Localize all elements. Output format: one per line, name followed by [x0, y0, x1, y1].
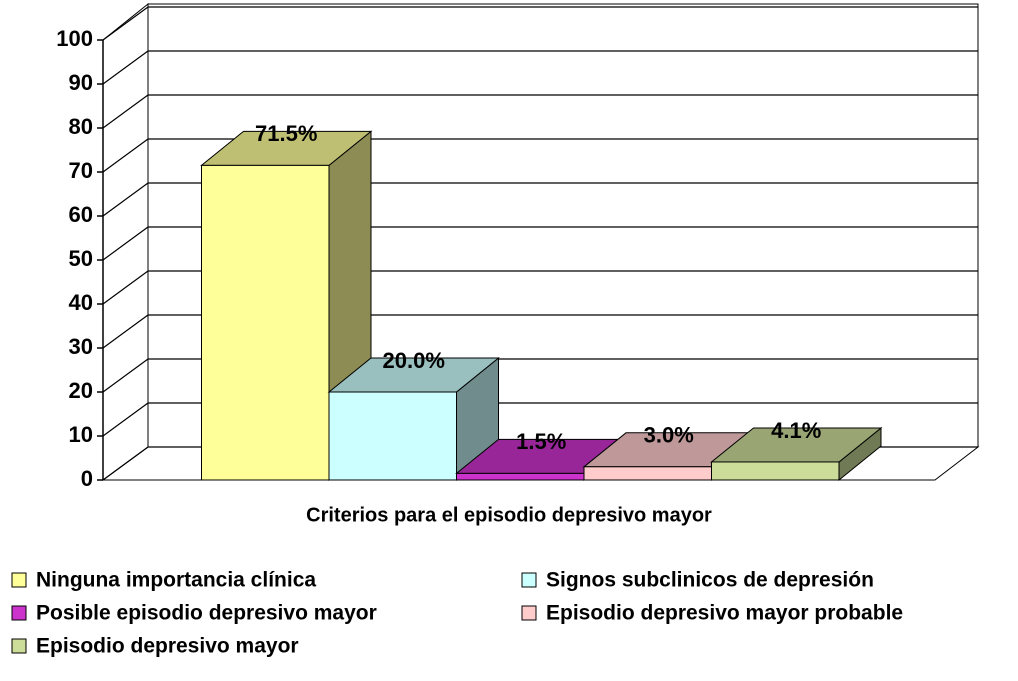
bar — [328, 391, 457, 481]
legend-label: Ninguna importancia clínica — [36, 569, 316, 592]
y-tick-label: 60 — [69, 202, 93, 227]
data-label: 4.1% — [771, 418, 821, 443]
bar — [201, 164, 330, 481]
bar — [711, 461, 840, 481]
legend-label: Episodio depresivo mayor — [36, 635, 299, 658]
bar-group — [327, 356, 500, 482]
data-label: 1.5% — [516, 429, 566, 454]
y-tick-label: 70 — [69, 158, 93, 183]
side-grid-line — [102, 226, 149, 261]
y-tick-label: 100 — [56, 26, 93, 51]
side-grid-line — [102, 270, 149, 305]
y-tick-label: 0 — [81, 466, 93, 491]
legend-label: Posible episodio depresivo mayor — [36, 602, 377, 625]
legend-label: Signos subclinicos de depresión — [546, 569, 874, 592]
side-grid-line — [102, 6, 149, 41]
side-grid-line — [102, 358, 149, 393]
y-tick-label: 30 — [69, 334, 93, 359]
side-grid-line — [102, 182, 149, 217]
side-grid-line — [102, 138, 149, 173]
data-label: 3.0% — [644, 423, 694, 448]
side-grid-line — [102, 314, 149, 349]
y-tick-label: 10 — [69, 422, 93, 447]
data-label: 20.0% — [383, 348, 445, 373]
y-tick-label: 40 — [69, 290, 93, 315]
x-axis-label: Criterios para el episodio depresivo may… — [306, 504, 712, 526]
side-grid-line — [102, 94, 149, 129]
side-grid-line — [102, 446, 149, 481]
legend-swatch — [11, 605, 27, 621]
y-tick-label: 80 — [69, 114, 93, 139]
bar-group — [200, 130, 373, 482]
legend-swatch — [521, 572, 537, 588]
side-grid-line — [102, 50, 149, 85]
legend-swatch — [521, 605, 537, 621]
bar — [456, 472, 585, 481]
legend-label: Episodio depresivo mayor probable — [546, 602, 903, 625]
y-tick-label: 90 — [69, 70, 93, 95]
y-tick-label: 50 — [69, 246, 93, 271]
legend-swatch — [11, 572, 27, 588]
data-label: 71.5% — [255, 121, 317, 146]
side-grid-line — [102, 402, 149, 437]
bar-group — [710, 426, 883, 482]
legend-swatch — [11, 638, 27, 654]
bar — [583, 466, 712, 481]
y-tick-label: 20 — [69, 378, 93, 403]
